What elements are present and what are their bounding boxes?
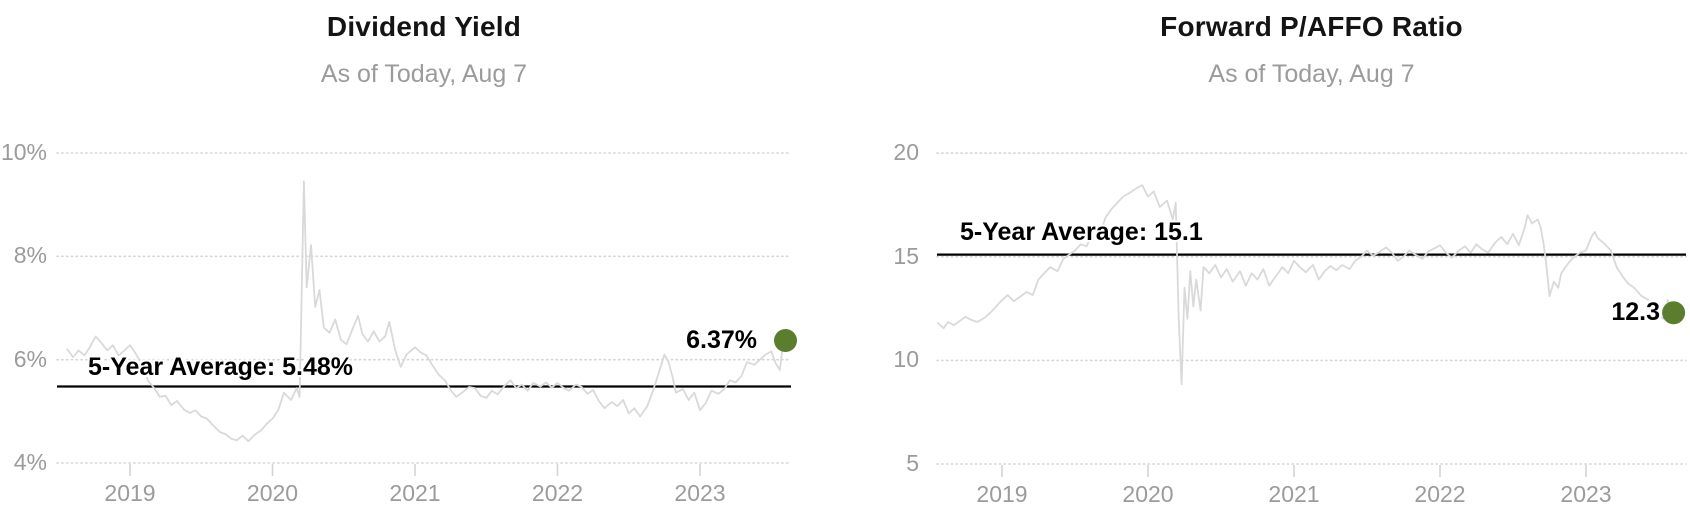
average-line-label-dividend-yield: 5-Year Average: 5.48% [88,353,353,381]
current-value-label-dividend-yield: 6.37% [686,326,757,354]
x-axis-tick-label: 2021 [389,480,441,506]
current-value-label-paffo: 12.3 [1611,298,1660,326]
chart-subtitle-paffo: As of Today, Aug 7 [1208,60,1415,88]
y-axis-tick-label: 5 [906,450,919,476]
y-axis-tick-label: 4% [13,449,47,475]
y-axis-tick-label: 6% [13,345,47,372]
y-axis-tick-label: 20 [893,139,919,166]
average-line-label-paffo: 5-Year Average: 15.1 [960,218,1203,246]
chart-title-dividend-yield: Dividend Yield [326,11,522,42]
x-axis-tick-label: 2019 [104,480,156,506]
x-axis-tick-label: 2019 [976,481,1028,507]
x-axis-tick-label: 2023 [674,480,726,506]
y-axis-tick-label: 10 [893,346,919,373]
y-axis-tick-label: 10% [0,138,47,165]
x-axis-tick-label: 2022 [1414,481,1466,507]
x-axis-tick-label: 2023 [1560,481,1612,507]
x-axis-tick-label: 2021 [1268,481,1320,507]
x-axis-tick-label: 2022 [531,480,584,506]
chart-subtitle-dividend-yield: As of Today, Aug 7 [320,60,528,88]
y-axis-tick-label: 8% [13,242,47,269]
series-line [936,184,1675,386]
y-axis-tick-label: 15 [893,242,919,269]
series-line [66,180,787,443]
x-axis-tick-label: 2020 [1122,481,1174,507]
current-value-dot [1662,301,1686,325]
x-axis-tick-label: 2020 [246,480,299,506]
chart-title-paffo: Forward P/AFFO Ratio [1160,11,1463,42]
current-value-dot [774,329,797,352]
